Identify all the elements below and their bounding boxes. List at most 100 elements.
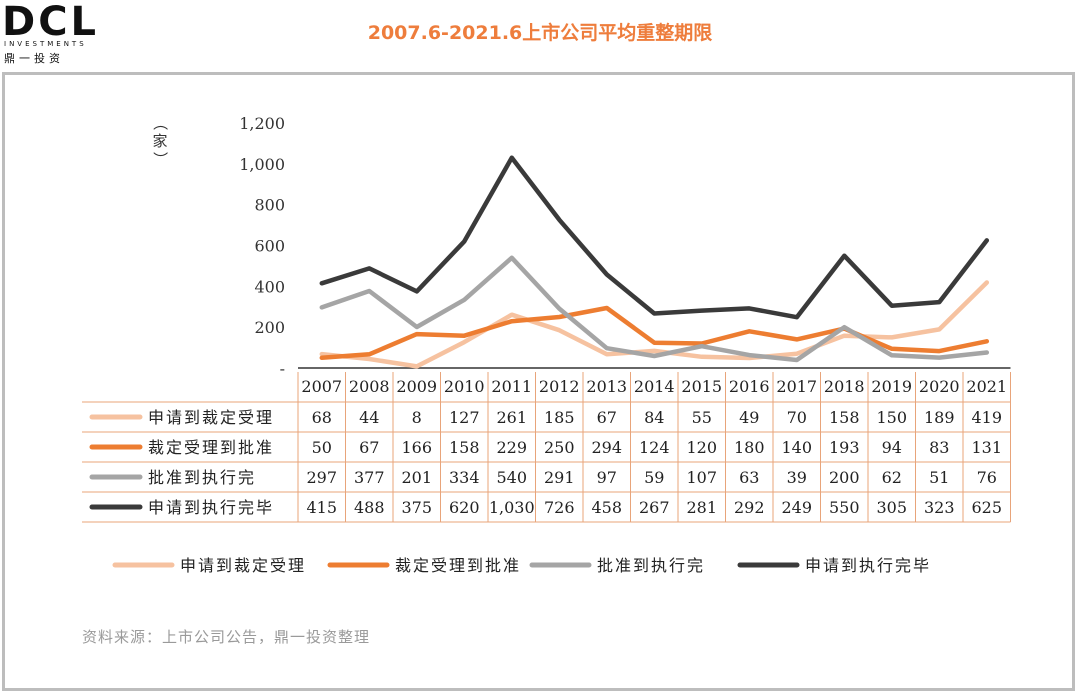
series-line-3: [319, 255, 990, 363]
x-tick-label: 2015: [681, 377, 722, 396]
x-tick-label: 2011: [491, 377, 532, 396]
data-label: 8: [412, 408, 422, 427]
legend-label: 批准到执行完: [597, 556, 705, 575]
x-tick-label: 2017: [776, 377, 817, 396]
data-label: 726: [544, 498, 575, 517]
x-tick-label: 2016: [729, 377, 770, 396]
logo-mark: DCL: [2, 0, 100, 45]
data-label: 540: [496, 468, 527, 487]
data-label: 67: [597, 408, 617, 427]
series-line-4: [319, 155, 990, 320]
y-tick-label: 1,000: [239, 155, 285, 174]
data-label: 229: [496, 438, 527, 457]
logo-chinese-name: 鼎一投资: [4, 52, 64, 65]
x-tick-label: 2008: [349, 377, 390, 396]
data-label: 62: [882, 468, 902, 487]
data-label: 305: [876, 498, 907, 517]
series-line-2: [319, 305, 990, 361]
data-label: 127: [449, 408, 480, 427]
data-label: 63: [739, 468, 759, 487]
data-label: 334: [449, 468, 480, 487]
y-tick-label: 200: [254, 318, 285, 337]
y-tick-label: 1,200: [239, 114, 285, 133]
data-label: 44: [359, 408, 379, 427]
data-label: 620: [449, 498, 480, 517]
data-label: 297: [306, 468, 337, 487]
data-label: 180: [734, 438, 765, 457]
data-label: 201: [401, 468, 432, 487]
data-label: 55: [692, 408, 712, 427]
data-label: 281: [686, 498, 717, 517]
data-label: 67: [359, 438, 379, 457]
data-label: 70: [787, 408, 807, 427]
table-series-name: 申请到执行完毕: [148, 498, 274, 517]
y-tick-label: 800: [254, 196, 285, 215]
data-label: 84: [644, 408, 664, 427]
data-label: 377: [354, 468, 385, 487]
x-tick-label: 2009: [396, 377, 437, 396]
x-tick-label: 2020: [919, 377, 960, 396]
data-label: 94: [882, 438, 902, 457]
data-label: 158: [829, 408, 860, 427]
legend-label: 申请到裁定受理: [180, 556, 306, 575]
data-label: 158: [449, 438, 480, 457]
data-label: 140: [781, 438, 812, 457]
legend-label: 申请到执行完毕: [805, 556, 931, 575]
data-label: 39: [787, 468, 807, 487]
data-label: 375: [401, 498, 432, 517]
data-label: 1,030: [489, 498, 535, 517]
legend-label: 裁定受理到批准: [395, 556, 521, 575]
data-label: 120: [686, 438, 717, 457]
data-label: 193: [829, 438, 860, 457]
data-label: 107: [686, 468, 717, 487]
data-label: 49: [739, 408, 759, 427]
data-label: 166: [401, 438, 432, 457]
data-label: 294: [591, 438, 622, 457]
x-tick-label: 2012: [539, 377, 580, 396]
data-label: 292: [734, 498, 765, 517]
y-tick-label: -: [280, 359, 285, 378]
data-label: 185: [544, 408, 575, 427]
data-label: 51: [929, 468, 949, 487]
series-line-1: [319, 280, 990, 369]
y-tick-label: 400: [254, 277, 285, 296]
data-label: 419: [971, 408, 1002, 427]
data-label: 261: [496, 408, 527, 427]
data-label: 267: [639, 498, 670, 517]
data-label: 415: [306, 498, 337, 517]
x-tick-label: 2018: [824, 377, 865, 396]
data-label: 250: [544, 438, 575, 457]
data-label: 625: [971, 498, 1002, 517]
data-label: 124: [639, 438, 670, 457]
x-tick-label: 2014: [634, 377, 675, 396]
chart-frame: [2, 72, 1075, 691]
x-tick-label: 2013: [586, 377, 627, 396]
page-title: 2007.6-2021.6上市公司平均重整期限: [367, 22, 713, 44]
data-label: 249: [781, 498, 812, 517]
data-label: 550: [829, 498, 860, 517]
logo-subtitle: INVESTMENTS: [4, 40, 87, 48]
data-label: 50: [312, 438, 332, 457]
data-label: 97: [597, 468, 617, 487]
table-series-name: 批准到执行完: [148, 468, 256, 487]
data-label: 131: [971, 438, 1002, 457]
y-axis-unit-label: （: [151, 115, 169, 130]
source-note: 资料来源：上市公司公告，鼎一投资整理: [82, 628, 371, 646]
x-tick-label: 2019: [871, 377, 912, 396]
data-label: 291: [544, 468, 575, 487]
y-axis-unit-label: ）: [151, 151, 169, 166]
data-label: 83: [929, 438, 949, 457]
y-tick-label: 600: [254, 237, 285, 256]
logo: DCL INVESTMENTS 鼎一投资: [2, 0, 102, 65]
data-label: 200: [829, 468, 860, 487]
data-label: 189: [924, 408, 955, 427]
table-series-name: 裁定受理到批准: [148, 438, 274, 457]
x-tick-label: 2021: [966, 377, 1007, 396]
table-series-name: 申请到裁定受理: [148, 408, 274, 427]
data-label: 488: [354, 498, 385, 517]
data-label: 150: [876, 408, 907, 427]
y-axis-unit-label: 家: [152, 132, 167, 150]
x-tick-label: 2010: [444, 377, 485, 396]
data-label: 458: [591, 498, 622, 517]
